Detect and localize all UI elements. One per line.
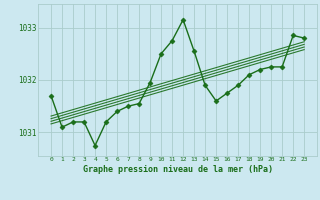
X-axis label: Graphe pression niveau de la mer (hPa): Graphe pression niveau de la mer (hPa)	[83, 165, 273, 174]
